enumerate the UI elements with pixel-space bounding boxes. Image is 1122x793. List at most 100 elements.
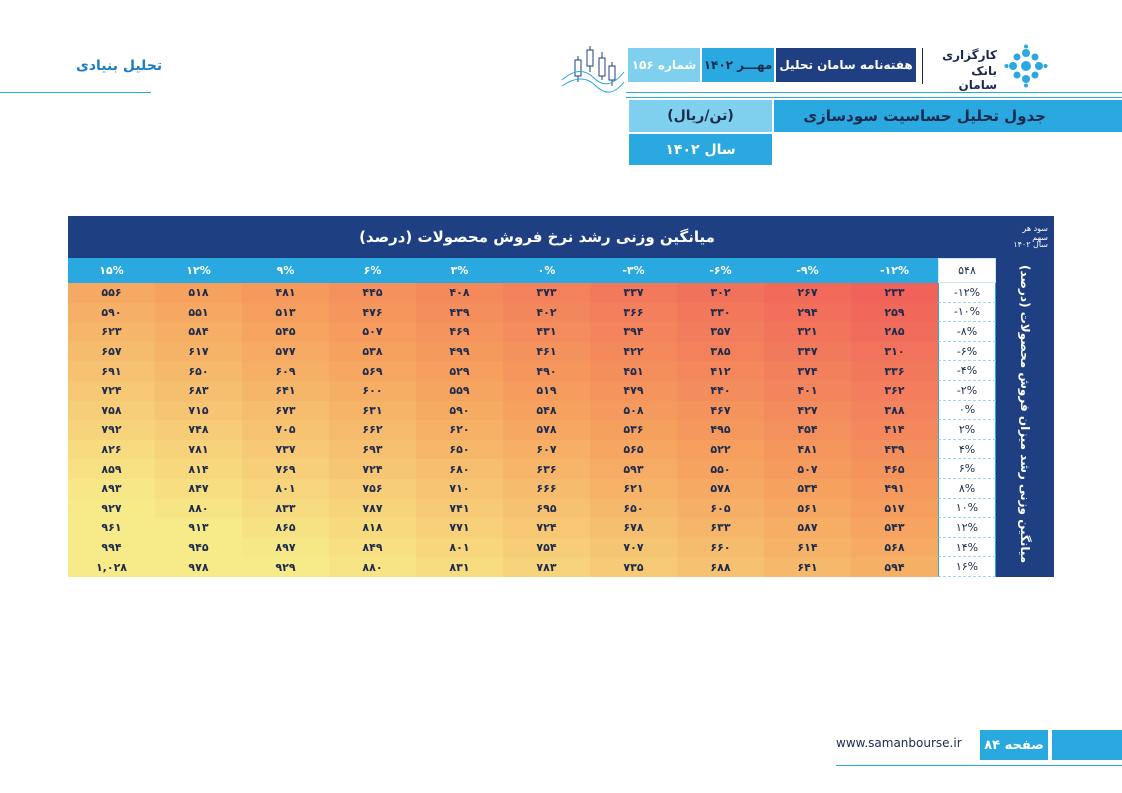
table-cell: ۷۶۹	[242, 459, 329, 479]
table-cell: ۶۴۱	[242, 380, 329, 401]
table-cell: ۴۷۶	[329, 302, 416, 323]
column-header: ۶%	[363, 264, 382, 277]
row-header: -۶%	[938, 341, 996, 362]
table-cell: ۵۷۷	[242, 341, 329, 362]
table-cell: ۴۶۷	[677, 400, 764, 421]
weekly-name-badge: هفته‌نامه سامان تحلیل	[776, 48, 916, 82]
table-cell: ۶۰۹	[242, 361, 329, 381]
column-header: ۱۲%	[186, 264, 211, 277]
row-header: -۱۲%	[938, 283, 996, 303]
table-cell: ۷۲۴	[68, 380, 155, 401]
table-cell: ۶۵۰	[416, 439, 503, 460]
table-cell: ۲۶۷	[764, 283, 851, 303]
table-cell: ۴۳۹	[416, 302, 503, 323]
sensitivity-grid: ۵۵۶ ۵۱۸ ۴۸۱ ۴۴۵ ۴۰۸ ۳۷۳ ۳۳۷ ۳۰۲ ۲۶۷ ۲۳۳ ۵۹۰ ۵۵۱ ۵۱۳ ۴…	[68, 283, 938, 577]
section-title: تحلیل بنیادی	[76, 58, 163, 74]
table-row: ۵۵۶ ۵۱۸ ۴۸۱ ۴۴۵ ۴۰۸ ۳۷۳ ۳۳۷ ۳۰۲ ۲۶۷ ۲۳۳	[68, 283, 938, 303]
candlestick-decoration-icon	[561, 46, 625, 93]
table-cell: ۳۳۰	[677, 302, 764, 323]
table-cell: ۵۳۸	[329, 341, 416, 362]
table-row: ۹۲۷ ۸۸۰ ۸۳۳ ۷۸۷ ۷۴۱ ۶۹۵ ۶۵۰ ۶۰۵ ۵۶۱ ۵۱۷	[68, 498, 938, 519]
column-header: -۶%	[709, 264, 732, 277]
table-cell: ۵۳۶	[590, 420, 677, 440]
table-cell: ۸۱۸	[329, 518, 416, 538]
table-cell: ۲۳۳	[851, 283, 938, 303]
table-cell: ۵۱۳	[242, 302, 329, 323]
table-cell: ۵۵۶	[68, 283, 155, 303]
header-right-rule	[626, 92, 1122, 93]
row-header: -۴%	[938, 361, 996, 381]
column-header: ۱۵%	[99, 264, 124, 277]
column-header: -۳%	[622, 264, 645, 277]
table-row: ۵۹۰ ۵۵۱ ۵۱۳ ۴۷۶ ۴۳۹ ۴۰۲ ۳۶۶ ۳۳۰ ۲۹۴ ۲۵۹	[68, 302, 938, 323]
table-row: ۱,۰۲۸ ۹۷۸ ۹۲۹ ۸۸۰ ۸۳۱ ۷۸۳ ۷۳۵ ۶۸۸ ۶۴۱ ۵۹۴	[68, 557, 938, 577]
table-cell: ۹۷۸	[155, 557, 242, 577]
table-cell: ۵۹۰	[68, 302, 155, 323]
table-cell: ۳۲۱	[764, 322, 851, 342]
table-cell: ۳۹۴	[590, 322, 677, 342]
table-cell: ۶۷۸	[590, 518, 677, 538]
table-cell: ۸۰۱	[242, 478, 329, 499]
row-header: -۱۰%	[938, 302, 996, 323]
table-row: ۹۹۴ ۹۴۵ ۸۹۷ ۸۴۹ ۸۰۱ ۷۵۴ ۷۰۷ ۶۶۰ ۶۱۴ ۵۶۸	[68, 537, 938, 558]
table-cell: ۳۸۵	[677, 341, 764, 362]
column-header: ۰%	[537, 264, 556, 277]
table-cell: ۵۱۷	[851, 498, 938, 519]
table-cell: ۵۱۹	[503, 380, 590, 401]
table-cell: ۵۵۹	[416, 380, 503, 401]
row-header: ۲%	[938, 420, 996, 440]
table-cell: ۶۰۵	[677, 498, 764, 519]
footer-rule	[836, 765, 1122, 766]
table-cell: ۸۲۶	[68, 439, 155, 460]
table-cell: ۷۳۵	[590, 557, 677, 577]
table-cell: ۴۰۸	[416, 283, 503, 303]
table-cell: ۸۹۷	[242, 537, 329, 558]
table-cell: ۳۵۷	[677, 322, 764, 342]
table-cell: ۲۵۹	[851, 302, 938, 323]
table-cell: ۵۰۸	[590, 400, 677, 421]
table-cell: ۶۵۰	[155, 361, 242, 381]
table-cell: ۸۵۹	[68, 459, 155, 479]
row-header: ۰%	[938, 400, 996, 421]
table-cell: ۶۰۰	[329, 380, 416, 401]
table-cell: ۴۳۱	[503, 322, 590, 342]
table-cell: ۶۴۱	[764, 557, 851, 577]
table-cell: ۸۱۴	[155, 459, 242, 479]
table-cell: ۴۹۰	[503, 361, 590, 381]
row-header: ۶%	[938, 459, 996, 479]
row-header: -۸%	[938, 322, 996, 342]
brand-name-line1: کارگزاری	[942, 48, 997, 62]
table-cell: ۴۵۱	[590, 361, 677, 381]
table-cell: ۶۷۳	[242, 400, 329, 421]
table-cell: ۶۹۱	[68, 361, 155, 381]
brand-name-line2: بانک سامان	[958, 64, 997, 92]
table-cell: ۶۰۷	[503, 439, 590, 460]
table-cell: ۵۶۸	[851, 537, 938, 558]
footer-website-link[interactable]: www.samanbourse.ir	[836, 736, 962, 750]
column-axis-label: میانگین وزنی رشد نرخ فروش محصولات (درصد)	[68, 216, 1006, 258]
table-cell: ۴۰۲	[503, 302, 590, 323]
table-cell: ۵۴۳	[851, 518, 938, 538]
table-cell: ۵۷۸	[677, 478, 764, 499]
table-cell: ۵۶۵	[590, 439, 677, 460]
table-cell: ۲۸۵	[851, 322, 938, 342]
table-cell: ۷۵۶	[329, 478, 416, 499]
table-cell: ۷۰۵	[242, 420, 329, 440]
table-row: ۸۵۹ ۸۱۴ ۷۶۹ ۷۲۴ ۶۸۰ ۶۳۶ ۵۹۳ ۵۵۰ ۵۰۷ ۴۶۵	[68, 459, 938, 479]
table-cell: ۹۲۷	[68, 498, 155, 519]
issue-number-badge: شماره ۱۵۶	[628, 48, 700, 82]
table-cell: ۵۱۸	[155, 283, 242, 303]
table-cell: ۶۸۳	[155, 380, 242, 401]
table-cell: ۸۳۳	[242, 498, 329, 519]
table-row: ۷۹۲ ۷۴۸ ۷۰۵ ۶۶۲ ۶۲۰ ۵۷۸ ۵۳۶ ۴۹۵ ۴۵۴ ۴۱۴	[68, 420, 938, 440]
table-cell: ۸۸۰	[155, 498, 242, 519]
table-cell: ۸۹۳	[68, 478, 155, 499]
row-header: ۴%	[938, 439, 996, 460]
table-cell: ۵۵۱	[155, 302, 242, 323]
table-cell: ۷۵۴	[503, 537, 590, 558]
table-cell: ۷۲۴	[329, 459, 416, 479]
table-cell: ۳۷۳	[503, 283, 590, 303]
column-header: ۳%	[450, 264, 469, 277]
table-cell: ۵۹۰	[416, 400, 503, 421]
row-header: ۱۲%	[938, 518, 996, 538]
